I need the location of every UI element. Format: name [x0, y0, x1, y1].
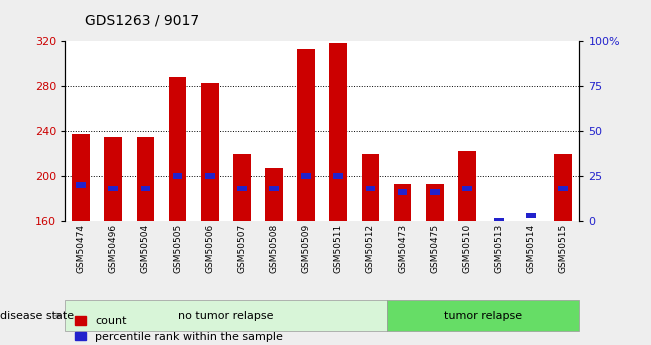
Bar [333, 173, 343, 179]
Bar [526, 213, 536, 218]
Bar [298, 49, 315, 221]
Bar [269, 186, 279, 191]
Text: tumor relapse: tumor relapse [444, 311, 522, 321]
Bar [104, 137, 122, 221]
Bar [394, 184, 411, 221]
Bar [555, 154, 572, 221]
Text: no tumor relapse: no tumor relapse [178, 311, 273, 321]
Bar [237, 186, 247, 191]
Bar [109, 186, 118, 191]
Bar [559, 186, 568, 191]
Bar [301, 173, 311, 179]
Bar [173, 173, 182, 179]
Bar [462, 186, 472, 191]
Legend: count, percentile rank within the sample: count, percentile rank within the sample [71, 312, 288, 345]
Bar [366, 186, 376, 191]
Bar [458, 151, 476, 221]
Bar [426, 184, 443, 221]
Bar [494, 218, 504, 224]
Bar [398, 189, 408, 195]
Bar [137, 137, 154, 221]
Text: GDS1263 / 9017: GDS1263 / 9017 [85, 13, 199, 28]
Text: disease state: disease state [0, 311, 74, 321]
Bar [201, 83, 219, 221]
Bar [430, 189, 439, 195]
Bar [329, 42, 347, 221]
Bar [169, 77, 186, 221]
Bar [233, 154, 251, 221]
Bar [141, 186, 150, 191]
Bar [387, 300, 579, 331]
Bar [361, 154, 380, 221]
Bar [72, 135, 90, 221]
Bar [265, 168, 283, 221]
Bar [205, 173, 215, 179]
Bar [76, 182, 86, 188]
Bar [65, 300, 387, 331]
